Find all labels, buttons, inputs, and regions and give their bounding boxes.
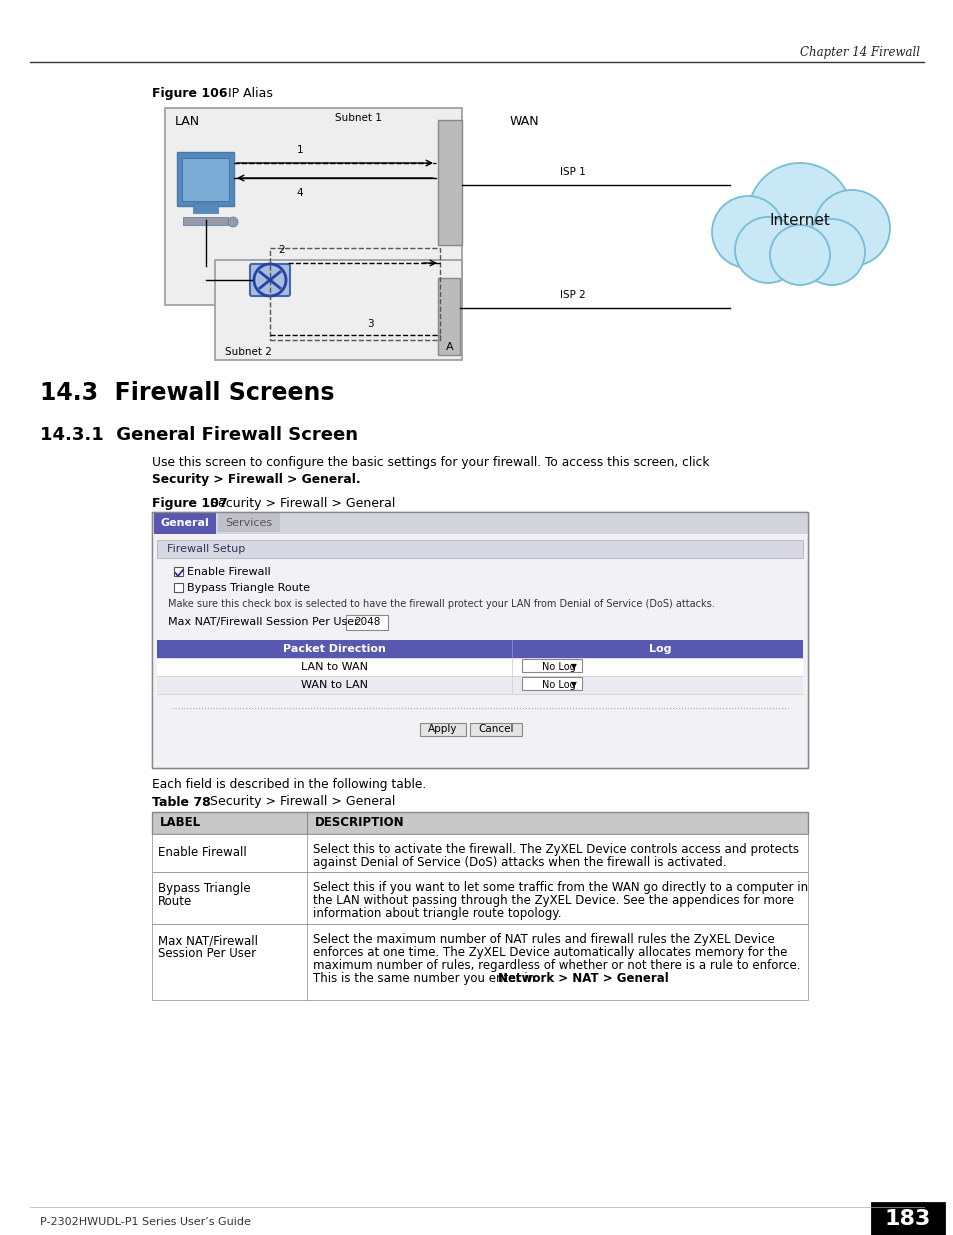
Circle shape [734,217,801,283]
FancyBboxPatch shape [437,120,461,245]
Text: Chapter 14 Firewall: Chapter 14 Firewall [800,46,919,58]
Text: Subnet 1: Subnet 1 [335,112,381,124]
Text: WAN to LAN: WAN to LAN [301,680,368,690]
Text: enforces at one time. The ZyXEL Device automatically allocates memory for the: enforces at one time. The ZyXEL Device a… [313,946,786,960]
Circle shape [228,217,237,227]
Text: Log: Log [648,643,671,655]
Text: Select the maximum number of NAT rules and firewall rules the ZyXEL Device: Select the maximum number of NAT rules a… [313,932,774,946]
Text: Enable Firewall: Enable Firewall [187,567,271,577]
Text: Make sure this check box is selected to have the firewall protect your LAN from : Make sure this check box is selected to … [168,599,714,609]
Text: Firewall Setup: Firewall Setup [167,543,245,555]
Text: DESCRIPTION: DESCRIPTION [314,816,404,830]
Text: Max NAT/Firewall Session Per User: Max NAT/Firewall Session Per User [168,618,358,627]
Text: 1: 1 [296,144,303,156]
FancyBboxPatch shape [173,583,183,592]
Text: Packet Direction: Packet Direction [283,643,386,655]
Circle shape [769,225,829,285]
FancyBboxPatch shape [871,1203,943,1235]
Text: ▼: ▼ [571,662,577,672]
FancyBboxPatch shape [157,676,802,694]
Text: Subnet 2: Subnet 2 [225,347,272,357]
FancyBboxPatch shape [214,261,461,359]
FancyBboxPatch shape [193,203,218,212]
Text: Internet: Internet [769,212,829,227]
Text: Bypass Triangle: Bypass Triangle [158,882,251,895]
Text: Select this to activate the firewall. The ZyXEL Device controls access and prote: Select this to activate the firewall. Th… [313,844,799,856]
FancyBboxPatch shape [152,811,807,834]
Text: Select this if you want to let some traffic from the WAN go directly to a comput: Select this if you want to let some traf… [313,881,807,894]
Text: Max NAT/Firewall: Max NAT/Firewall [158,934,257,947]
FancyBboxPatch shape [153,513,215,534]
Text: Figure 107: Figure 107 [152,496,236,510]
Text: Route: Route [158,895,193,908]
Text: Enable Firewall: Enable Firewall [158,846,247,860]
Text: 2048: 2048 [354,618,380,627]
Text: WAN: WAN [510,115,539,127]
Text: This is the same number you enter in: This is the same number you enter in [313,972,538,986]
Text: Bypass Triangle Route: Bypass Triangle Route [187,583,310,593]
Circle shape [711,196,783,268]
Circle shape [799,219,864,285]
Text: Use this screen to configure the basic settings for your firewall. To access thi: Use this screen to configure the basic s… [152,456,709,468]
FancyBboxPatch shape [470,722,521,736]
Text: 14.3  Firewall Screens: 14.3 Firewall Screens [40,382,335,405]
Text: .: . [627,972,631,986]
FancyBboxPatch shape [521,677,581,690]
Text: Security > Firewall > General: Security > Firewall > General [210,795,395,809]
Text: against Denial of Service (DoS) attacks when the firewall is activated.: against Denial of Service (DoS) attacks … [313,856,726,869]
Text: the LAN without passing through the ZyXEL Device. See the appendices for more: the LAN without passing through the ZyXE… [313,894,793,906]
Text: LAN to WAN: LAN to WAN [301,662,368,672]
FancyBboxPatch shape [250,264,290,296]
FancyBboxPatch shape [521,659,581,672]
Text: LABEL: LABEL [160,816,201,830]
Text: Apply: Apply [428,724,457,734]
FancyBboxPatch shape [183,217,228,225]
Text: Table 78: Table 78 [152,795,211,809]
FancyBboxPatch shape [152,513,807,768]
Text: Session Per User: Session Per User [158,947,255,960]
Text: Network > NAT > General: Network > NAT > General [497,972,668,986]
Text: Each field is described in the following table.: Each field is described in the following… [152,778,426,790]
Text: LAN: LAN [174,115,200,127]
FancyBboxPatch shape [152,924,807,1000]
Text: 2: 2 [277,245,284,254]
Text: 14.3.1  General Firewall Screen: 14.3.1 General Firewall Screen [40,426,357,445]
Text: information about triangle route topology.: information about triangle route topolog… [313,906,561,920]
Text: General: General [160,517,209,529]
Text: ISP 2: ISP 2 [559,290,585,300]
Text: ▼: ▼ [571,680,577,689]
FancyBboxPatch shape [218,513,280,532]
FancyBboxPatch shape [437,278,459,354]
FancyBboxPatch shape [152,534,806,767]
Text: No Log: No Log [541,662,576,672]
Text: IP Alias: IP Alias [228,86,273,100]
FancyBboxPatch shape [157,540,802,558]
Circle shape [813,190,889,266]
FancyBboxPatch shape [177,152,233,206]
Text: 183: 183 [883,1209,930,1229]
Text: A: A [446,342,454,352]
Text: Cancel: Cancel [477,724,514,734]
FancyBboxPatch shape [157,658,802,676]
FancyBboxPatch shape [182,158,229,201]
Text: Security > Firewall > General.: Security > Firewall > General. [152,473,360,485]
Text: ISP 1: ISP 1 [559,167,585,177]
FancyBboxPatch shape [152,834,807,872]
Text: 3: 3 [366,319,373,329]
FancyBboxPatch shape [173,567,183,576]
Text: 4: 4 [296,188,303,198]
Text: No Log: No Log [541,680,576,690]
Text: Figure 106: Figure 106 [152,86,227,100]
FancyBboxPatch shape [346,615,388,630]
FancyBboxPatch shape [419,722,465,736]
FancyBboxPatch shape [157,640,802,658]
Circle shape [747,163,851,267]
FancyBboxPatch shape [152,872,807,924]
Text: Security > Firewall > General: Security > Firewall > General [210,496,395,510]
Text: P-2302HWUDL-P1 Series User’s Guide: P-2302HWUDL-P1 Series User’s Guide [40,1216,251,1228]
FancyBboxPatch shape [165,107,461,305]
FancyBboxPatch shape [152,513,807,534]
Text: Services: Services [225,517,273,529]
Text: maximum number of rules, regardless of whether or not there is a rule to enforce: maximum number of rules, regardless of w… [313,960,800,972]
